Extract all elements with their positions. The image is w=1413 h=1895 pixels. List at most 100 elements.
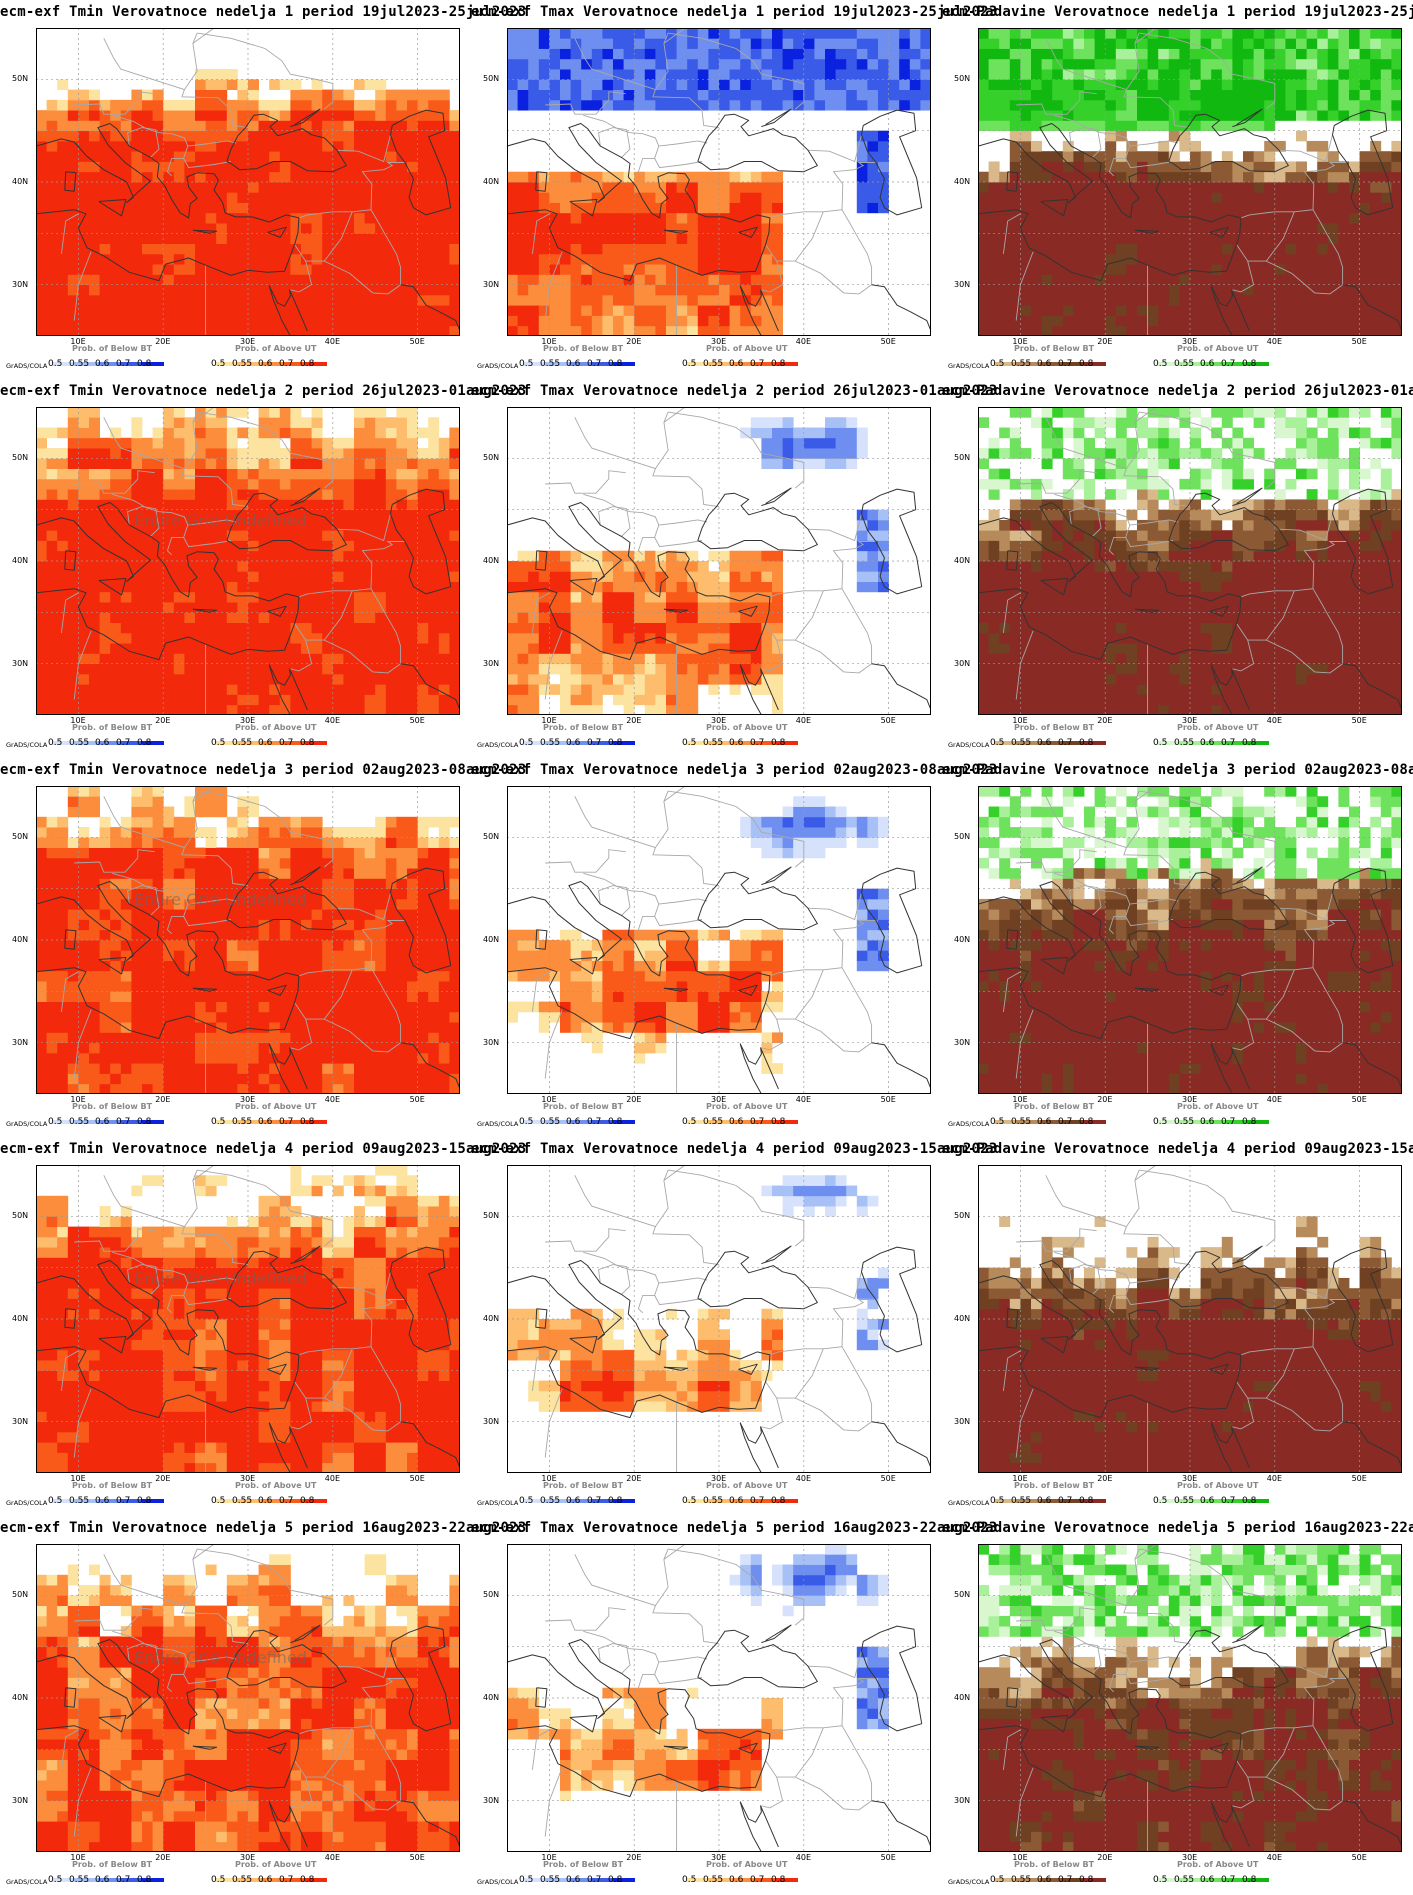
lat-label: 30N [483,1795,500,1805]
map-canvas [978,1165,1402,1473]
legend-tick: 0.6 [1200,359,1215,369]
legend-swatch [120,741,142,745]
lon-label: 50E [880,1853,896,1862]
probability-cells [36,1554,460,1852]
probability-map [978,1544,1402,1852]
legend-tick: 0.7 [279,1875,294,1885]
color-legend: GrADS/COLA Prob. of Below BT 0.5 0.55 0.6 0.7… [942,719,1413,757]
panel-title: ecm-exf Tmin Verovatnoce nedelja 2 perio… [0,383,527,399]
legend-ticks-below: 0.5 0.55 0.6 0.7 0.8 [519,1875,629,1885]
legend-swatch [98,741,120,745]
lon-label: 40E [324,1474,341,1483]
legend-tick: 0.5 [211,738,226,748]
legend-swatch [1157,362,1179,366]
probability-cells [36,1165,460,1473]
legend-swatch [1062,1878,1084,1882]
probability-map: Entire Grid Undefined [36,407,460,715]
legend-ticks-above: 0.5 0.55 0.6 0.7 0.8 [211,359,321,369]
probability-cells [507,417,889,715]
legend-swatch [708,362,732,366]
legend-tick: 0.7 [587,359,602,369]
legend-tick: 0.8 [1079,738,1094,748]
legend-ticks-above: 0.5 0.55 0.6 0.7 0.8 [682,1875,792,1885]
legend-swatch [1040,1499,1062,1503]
legend-tick: 0.7 [1058,1117,1073,1127]
lon-label: 40E [1266,716,1283,725]
lon-label: 10E [541,1853,557,1862]
legend-tick: 0.55 [1011,1875,1032,1885]
map-canvas [978,1544,1402,1852]
legend-tick: 0.7 [750,1117,765,1127]
legend-tick: 0.8 [300,1875,315,1885]
legend-swatch [754,1878,776,1882]
legend-tick: 0.8 [771,738,786,748]
probability-map: Entire Grid Undefined [36,786,460,1094]
legend-colorbar-below [523,1867,635,1882]
grads-label: GrADS/COLA [477,1499,519,1507]
legend-swatch [1225,362,1247,366]
legend-swatch [215,1878,237,1882]
lon-label: 20E [1097,1474,1113,1483]
legend-colorbar-above [686,1488,798,1503]
legend-colorbar-above [215,730,327,745]
legend-tick: 0.8 [1242,1496,1257,1506]
legend-tick: 0.5 [1153,1496,1168,1506]
forecast-panel-prec-2: ecm-Padavine Verovatnoce nedelja 2 perio… [942,379,1413,758]
lon-label: 40E [795,1095,812,1104]
lon-label: 20E [155,1095,171,1104]
legend-swatch [305,741,327,745]
probability-map [507,407,931,715]
legend-colorbar-above [686,1867,798,1882]
lon-label: 40E [1266,1853,1283,1862]
legend-title-below: Prob. of Below BT [543,1102,624,1111]
forecast-panel-prec-5: ecm-Padavine Verovatnoce nedelja 5 perio… [942,1516,1413,1895]
lat-label: 30N [954,1037,971,1047]
legend-swatch [569,1878,591,1882]
legend-swatch [1040,741,1062,745]
panel-title: ecm-Padavine Verovatnoce nedelja 1 perio… [942,4,1413,20]
lon-label: 10E [1012,337,1028,346]
legend-colorbar-below [523,351,635,366]
legend-swatch [283,741,305,745]
legend-tick: 0.55 [540,738,561,748]
lat-label: 30N [483,1416,500,1426]
legend-swatch [1040,362,1062,366]
legend-tick: 0.5 [519,1496,534,1506]
lon-label: 50E [1351,1474,1367,1483]
lon-label: 40E [795,1853,812,1862]
lon-label: 10E [70,1095,86,1104]
lon-label: 40E [795,337,812,346]
legend-tick: 0.55 [69,1496,90,1506]
legend-tick: 0.6 [95,1875,110,1885]
map-canvas [507,1544,931,1852]
panel-title: ecm-exf Tmax Verovatnoce nedelja 2 perio… [471,383,998,399]
legend-tick: 0.6 [729,738,744,748]
lat-label: 40N [483,177,500,186]
legend-tick: 0.5 [48,359,63,369]
legend-swatch [98,1499,120,1503]
legend-tick: 0.5 [990,1496,1005,1506]
legend-tick: 0.8 [608,1117,623,1127]
lon-label: 10E [70,1853,86,1862]
map-canvas [978,28,1402,336]
legend-tick: 0.5 [519,359,534,369]
legend-tick: 0.8 [1079,1117,1094,1127]
legend-ticks-above: 0.5 0.55 0.6 0.7 0.8 [1153,1117,1263,1127]
legend-swatch [1084,1878,1106,1882]
legend-tick: 0.7 [279,738,294,748]
legend-swatch [305,1499,327,1503]
legend-swatch [1016,1499,1040,1503]
legend-swatch [52,1499,74,1503]
legend-swatch [1203,1499,1225,1503]
legend-tick: 0.8 [608,1875,623,1885]
lat-label: 30N [12,1037,29,1047]
legend-swatch [1179,741,1203,745]
lon-label: 50E [409,337,425,346]
lon-label: 20E [1097,337,1113,346]
lon-label: 30E [1182,1095,1198,1104]
lon-label: 30E [240,716,256,725]
map-canvas [36,1165,460,1473]
legend-swatch [237,1499,261,1503]
legend-swatch [237,741,261,745]
legend-colorbar-below [994,1867,1106,1882]
